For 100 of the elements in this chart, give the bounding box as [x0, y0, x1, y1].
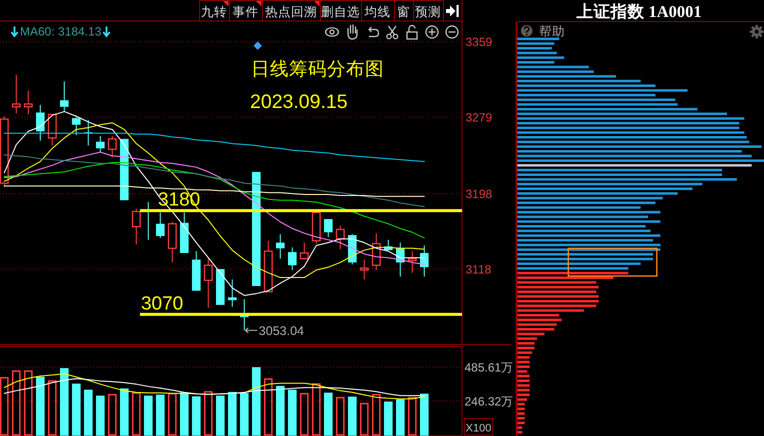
- bar: [517, 417, 525, 420]
- bar: [517, 98, 676, 102]
- bar: [517, 75, 616, 78]
- line-series: [4, 373, 425, 400]
- y-tick-label: 246.32万: [464, 394, 514, 408]
- bar: [517, 286, 599, 288]
- bar: [517, 244, 660, 246]
- chart-title: 上证指数 1A0001: [575, 2, 702, 21]
- bar: [517, 220, 660, 223]
- bar: [517, 196, 663, 200]
- bar: [517, 346, 535, 350]
- bar: [384, 402, 393, 436]
- bar: [517, 431, 522, 434]
- bar: [517, 164, 752, 167]
- y-tick-label: 3198: [466, 187, 493, 202]
- bar: [517, 304, 596, 308]
- bar: [204, 391, 213, 436]
- line-series: [4, 132, 425, 162]
- bar: [372, 394, 381, 436]
- bar: [517, 61, 554, 64]
- bar: [517, 262, 641, 265]
- bar: [517, 140, 750, 144]
- bar: [517, 216, 648, 218]
- bar: [517, 168, 722, 172]
- bar: [517, 323, 557, 326]
- bar: [228, 392, 237, 436]
- bar: [517, 80, 641, 82]
- bar: [180, 392, 189, 436]
- bar: [517, 145, 762, 148]
- ref-line-label: 3070: [140, 293, 184, 314]
- candlestick: [324, 218, 333, 238]
- bar: [517, 52, 557, 54]
- bar: [72, 384, 81, 436]
- candlestick: [288, 246, 297, 270]
- bar: [517, 178, 737, 181]
- y-tick-label: 3118: [466, 262, 492, 277]
- annotation: 3053.04: [258, 324, 304, 338]
- bar: [517, 206, 641, 209]
- candlestick: [336, 225, 345, 250]
- bar: [168, 392, 177, 436]
- bar: [517, 342, 535, 345]
- bar: [517, 290, 596, 294]
- candlestick: [24, 90, 33, 115]
- text: 2023.09.15: [250, 91, 348, 113]
- y-tick-label: 3359: [466, 35, 493, 50]
- bar: [396, 399, 405, 436]
- bar: [517, 356, 530, 359]
- y-tick-label: 485.61万: [464, 360, 514, 375]
- candlestick: [96, 136, 105, 153]
- bar: [517, 122, 740, 124]
- bar: [517, 318, 562, 322]
- candlestick: [420, 244, 429, 278]
- bar: [96, 396, 105, 436]
- button: 九转: [199, 0, 230, 22]
- candlestick: [132, 208, 141, 246]
- bar: [517, 258, 653, 260]
- bar: [252, 367, 261, 436]
- y-tick-label: 3279: [466, 110, 493, 125]
- bar: [517, 136, 747, 138]
- bar: [240, 392, 249, 436]
- bar: [360, 402, 369, 436]
- bar: [517, 384, 530, 387]
- bar: [517, 70, 594, 73]
- bar: [517, 374, 530, 378]
- bar: [517, 360, 530, 364]
- bar: [408, 396, 417, 436]
- bar: [517, 300, 599, 302]
- bar: [517, 402, 525, 406]
- bar: [517, 210, 660, 214]
- bar: [84, 390, 93, 436]
- bar: [517, 66, 589, 68]
- bar: [144, 396, 153, 436]
- candlestick: [156, 212, 165, 238]
- bar: [517, 295, 599, 298]
- bar: [336, 396, 345, 436]
- bar: [517, 159, 764, 162]
- bar: [517, 281, 596, 284]
- bar: [264, 378, 273, 436]
- bar: [517, 112, 727, 116]
- bar: [517, 272, 628, 274]
- bar: [517, 351, 532, 354]
- bar: [517, 182, 702, 186]
- line-series: [4, 154, 425, 208]
- bar: [517, 126, 740, 130]
- bar: [517, 94, 656, 96]
- candlestick: [12, 74, 21, 114]
- bar: [517, 38, 560, 40]
- bar: [156, 394, 165, 436]
- line-series: [4, 162, 425, 238]
- bar: [517, 412, 525, 415]
- bar: [517, 150, 742, 153]
- bar: [517, 89, 688, 92]
- bar: [517, 365, 530, 368]
- bar: [517, 84, 656, 87]
- bar: [300, 392, 309, 436]
- annotation: 帮助: [539, 24, 565, 38]
- bar: [192, 396, 201, 436]
- bar: [517, 47, 552, 50]
- bar: [517, 332, 544, 336]
- candlestick: [36, 104, 45, 142]
